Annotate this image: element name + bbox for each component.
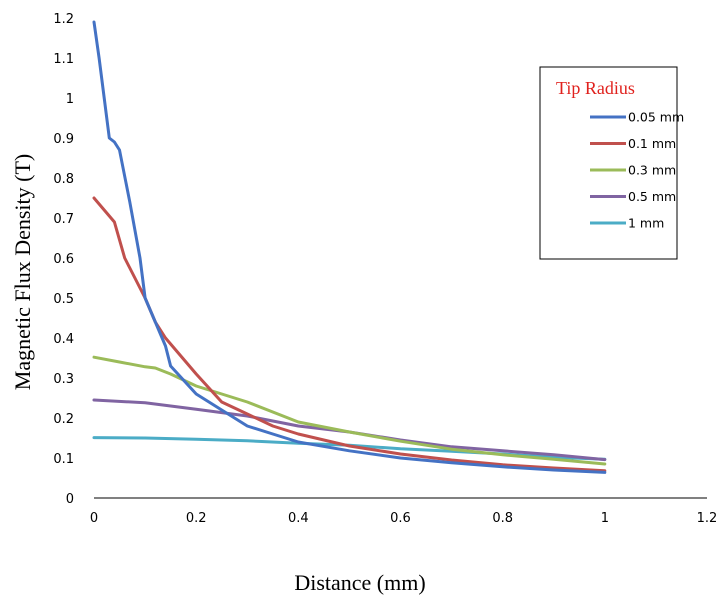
legend-box	[539, 66, 678, 260]
x-tick-label: 0.4	[288, 511, 309, 526]
y-axis-ticks: 0 0.1 0.2 0.3 0.4 0.5 0.6 0.7 0.8 0.9 1 1.1 1.2	[53, 12, 74, 507]
legend-title: Tip Radius	[556, 78, 635, 98]
y-tick-label: 0.9	[53, 132, 74, 147]
series-line	[92, 20, 607, 474]
y-tick-label: 1.1	[53, 52, 74, 67]
x-tick-label: 0.6	[390, 511, 411, 526]
x-tick-label: 0	[90, 511, 98, 526]
legend-label: 1 mm	[628, 216, 664, 231]
x-axis-ticks: 0 0.2 0.4 0.6 0.8 1 1.2	[90, 511, 717, 526]
legend-label: 0.1 mm	[628, 136, 676, 151]
y-tick-label: 1	[66, 92, 74, 107]
x-tick-label: 1.2	[697, 511, 718, 526]
y-tick-label: 0.7	[53, 212, 74, 227]
y-tick-label: 0.1	[53, 452, 74, 467]
y-tick-label: 0.3	[53, 372, 74, 387]
y-tick-label: 0	[66, 492, 74, 507]
x-tick-label: 0.8	[492, 511, 513, 526]
legend-label: 0.3 mm	[628, 163, 676, 178]
x-axis-title: Distance (mm)	[294, 570, 425, 595]
legend-label: 0.5 mm	[628, 189, 676, 204]
y-tick-label: 0.2	[53, 412, 74, 427]
legend-label: 0.05 mm	[628, 110, 684, 125]
series-line	[92, 196, 607, 473]
y-tick-label: 1.2	[53, 12, 74, 27]
y-tick-label: 0.8	[53, 172, 74, 187]
legend: Tip Radius 0.05 mm 0.1 mm 0.3 mm 0.5 mm 1 mm	[539, 66, 684, 260]
y-tick-label: 0.6	[53, 252, 74, 267]
y-tick-label: 0.4	[53, 332, 74, 347]
y-axis-title: Magnetic Flux Density (T)	[10, 154, 35, 390]
x-tick-label: 0.2	[186, 511, 207, 526]
y-tick-label: 0.5	[53, 292, 74, 307]
series-line	[92, 355, 607, 466]
plot-area	[92, 20, 607, 474]
x-tick-label: 1	[601, 511, 609, 526]
